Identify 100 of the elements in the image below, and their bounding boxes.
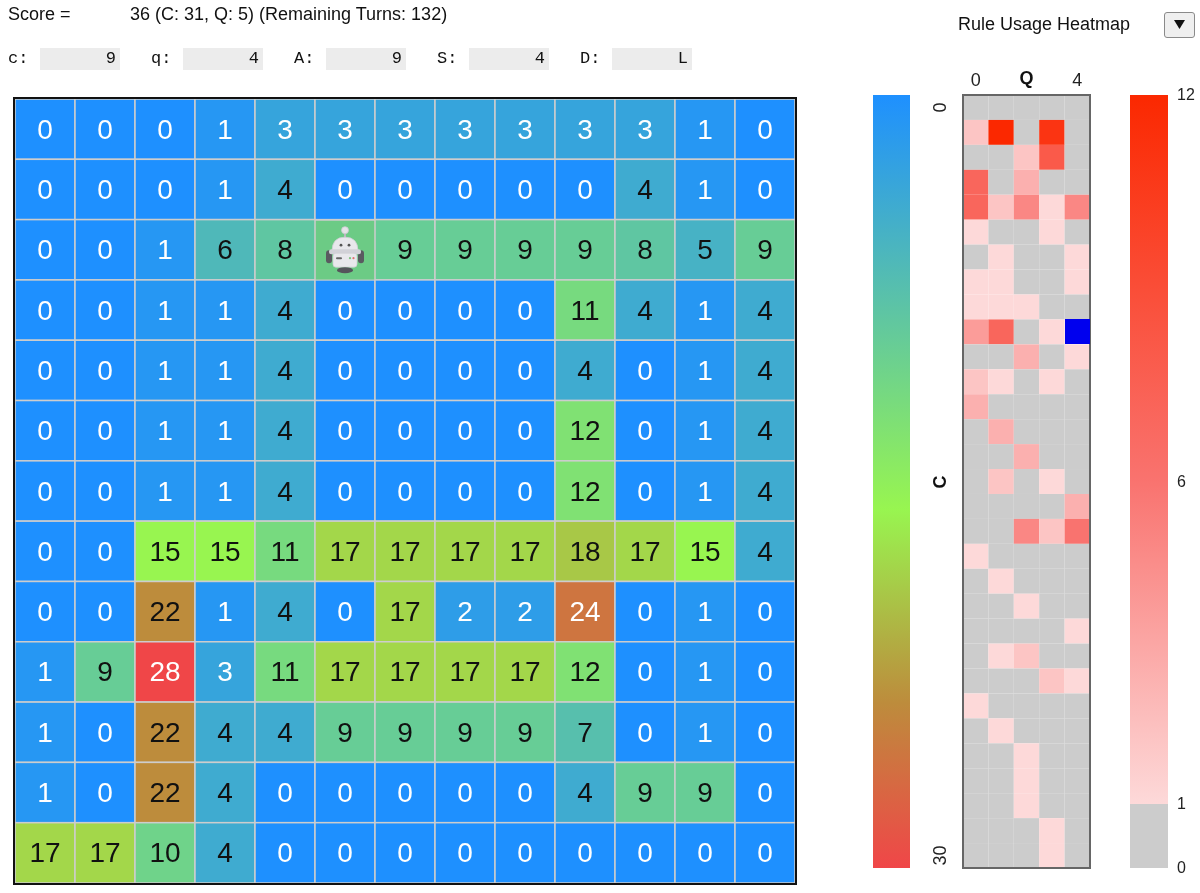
data-label: 0 <box>637 716 653 748</box>
data-label: 17 <box>389 596 421 628</box>
data-label: 0 <box>337 596 353 628</box>
data-label: 5 <box>697 234 713 266</box>
data-label: 0 <box>457 415 473 447</box>
data-label: 4 <box>277 415 293 447</box>
text: S: <box>437 48 458 70</box>
data-label: 0 <box>517 173 533 205</box>
data-label: 17 <box>629 535 661 567</box>
data-label: 0 <box>517 415 533 447</box>
data-label: 1 <box>157 294 173 326</box>
y-tick-label: 30 <box>930 845 950 866</box>
data-label: 1 <box>217 596 233 628</box>
data-label: 11 <box>270 656 300 688</box>
data-label: 9 <box>697 777 713 809</box>
x-axis-title: Q <box>1019 67 1034 89</box>
data-label: 9 <box>397 234 413 266</box>
data-label: 9 <box>517 234 533 266</box>
data-label: 11 <box>270 535 300 567</box>
data-label: 0 <box>97 596 113 628</box>
data-label: 0 <box>397 475 413 507</box>
data-label: 2 <box>517 596 533 628</box>
data-label: 0 <box>637 415 653 447</box>
data-label: 3 <box>337 113 353 145</box>
color-bar-label: 6 <box>1177 471 1186 492</box>
text-field: L <box>612 48 692 70</box>
data-label: 1 <box>697 173 713 205</box>
data-label: 9 <box>97 656 113 688</box>
data-label: 3 <box>517 113 533 145</box>
data-label: 10 <box>149 837 181 869</box>
data-label: 4 <box>277 173 293 205</box>
data-label: 1 <box>217 173 233 205</box>
text: Score = <box>8 3 71 25</box>
data-label: 0 <box>637 837 653 869</box>
data-label: 0 <box>37 354 53 386</box>
text-field: 9 <box>40 48 120 70</box>
data-label: 0 <box>397 173 413 205</box>
data-label: 0 <box>577 173 593 205</box>
data-label: 0 <box>337 475 353 507</box>
data-label: 0 <box>457 173 473 205</box>
text: q: <box>151 48 172 70</box>
data-label: 17 <box>29 837 61 869</box>
data-label: 17 <box>449 535 481 567</box>
data-label: 1 <box>37 716 53 748</box>
data-label: 4 <box>637 294 653 326</box>
data-label: 0 <box>517 354 533 386</box>
data-label: 1 <box>217 475 233 507</box>
data-label: 0 <box>757 716 773 748</box>
data-label: 4 <box>577 354 593 386</box>
data-label: 8 <box>637 234 653 266</box>
data-label: 0 <box>457 294 473 326</box>
text-field: 4 <box>469 48 549 70</box>
data-label: 0 <box>757 596 773 628</box>
data-label: 17 <box>509 656 541 688</box>
text: A: <box>294 48 315 70</box>
data-label: 17 <box>449 656 481 688</box>
data-label: 4 <box>217 777 233 809</box>
data-label: 0 <box>97 415 113 447</box>
data-label: 4 <box>277 716 293 748</box>
data-label: 8 <box>277 234 293 266</box>
data-label: 3 <box>457 113 473 145</box>
data-label: 1 <box>697 415 713 447</box>
data-label: 15 <box>149 535 181 567</box>
data-label: 0 <box>97 777 113 809</box>
data-label: 0 <box>577 837 593 869</box>
y-axis-title: C <box>929 475 951 488</box>
data-label: 28 <box>149 656 181 688</box>
data-label: 3 <box>637 113 653 145</box>
data-label: 11 <box>570 294 600 326</box>
data-label: 12 <box>569 415 601 447</box>
data-label: 0 <box>37 475 53 507</box>
data-label: 15 <box>209 535 241 567</box>
data-label: 4 <box>217 837 233 869</box>
data-label: 0 <box>757 777 773 809</box>
data-label: 1 <box>157 354 173 386</box>
data-label: 9 <box>457 234 473 266</box>
data-label: 1 <box>157 475 173 507</box>
data-label: 0 <box>637 596 653 628</box>
data-label: 1 <box>157 415 173 447</box>
data-label: 0 <box>517 294 533 326</box>
data-label: 17 <box>329 535 361 567</box>
data-label: 4 <box>277 354 293 386</box>
data-label: 4 <box>577 777 593 809</box>
data-label: 1 <box>157 234 173 266</box>
text: 36 (C: 31, Q: 5) (Remaining Turns: 132) <box>130 3 448 25</box>
text: c: <box>8 48 29 70</box>
data-label: 1 <box>697 354 713 386</box>
data-label: 1 <box>697 716 713 748</box>
data-label: 9 <box>517 716 533 748</box>
data-label: 4 <box>277 294 293 326</box>
data-label: 0 <box>637 354 653 386</box>
data-label: 0 <box>517 837 533 869</box>
data-label: 1 <box>697 294 713 326</box>
data-label: 0 <box>457 475 473 507</box>
data-label: 3 <box>577 113 593 145</box>
data-label: 9 <box>577 234 593 266</box>
data-label: 0 <box>397 354 413 386</box>
data-label: 0 <box>97 234 113 266</box>
data-label: 2 <box>457 596 473 628</box>
data-label: 0 <box>157 113 173 145</box>
